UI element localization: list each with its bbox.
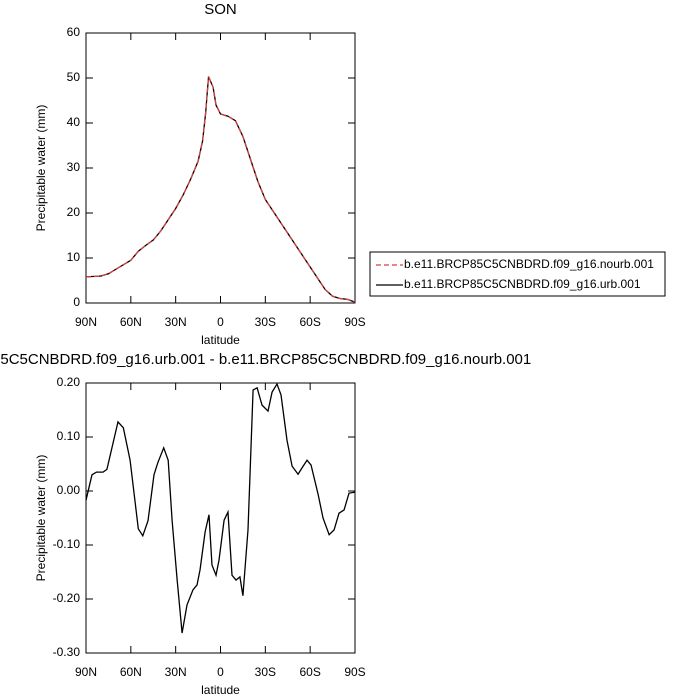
chart-title: b.e11.BRCP85C5CNBDRD.f09_g16.urb.001 - b…	[0, 351, 531, 368]
chart-title: SON	[204, 1, 237, 18]
x-tick-label: 90S	[344, 315, 365, 329]
y-axis-label: Precipitable water (mm)	[34, 455, 48, 582]
x-tick-label: 0	[217, 665, 224, 679]
y-tick-label: 0.20	[57, 375, 81, 389]
y-tick-label: -0.20	[53, 591, 81, 605]
legend-label: b.e11.BRCP85C5CNBDRD.f09_g16.urb.001	[404, 277, 641, 291]
y-tick-label: 10	[67, 250, 81, 264]
legend-label: b.e11.BRCP85C5CNBDRD.f09_g16.nourb.001	[404, 257, 654, 271]
y-tick-label: 30	[67, 160, 81, 174]
x-tick-label: 0	[217, 315, 224, 329]
data-line	[85, 76, 356, 303]
x-tick-label: 60S	[299, 665, 320, 679]
x-tick-label: 30S	[255, 665, 276, 679]
x-axis-label: latitude	[201, 683, 240, 697]
y-axis-label: Precipitable water (mm)	[34, 105, 48, 232]
plot-frame	[85, 382, 356, 654]
x-tick-label: 60N	[120, 665, 142, 679]
plot-frame	[85, 32, 356, 304]
x-tick-label: 60S	[299, 315, 320, 329]
x-tick-label: 30N	[165, 665, 187, 679]
y-tick-label: 60	[67, 25, 81, 39]
data-line	[85, 76, 356, 303]
data-line	[85, 382, 356, 634]
y-tick-label: 40	[67, 115, 81, 129]
y-tick-label: 50	[67, 70, 81, 84]
y-tick-label: -0.10	[53, 537, 81, 551]
x-tick-label: 90N	[75, 665, 97, 679]
y-tick-label: 0	[73, 295, 80, 309]
legend-box	[369, 251, 666, 297]
x-tick-label: 30S	[255, 315, 276, 329]
y-tick-label: 20	[67, 205, 81, 219]
x-tick-label: 90N	[75, 315, 97, 329]
y-tick-label: 0.00	[57, 483, 81, 497]
y-tick-label: -0.30	[53, 645, 81, 659]
x-axis-label: latitude	[201, 333, 240, 347]
x-tick-label: 30N	[165, 315, 187, 329]
y-tick-label: 0.10	[57, 429, 81, 443]
x-tick-label: 90S	[344, 665, 365, 679]
x-tick-label: 60N	[120, 315, 142, 329]
